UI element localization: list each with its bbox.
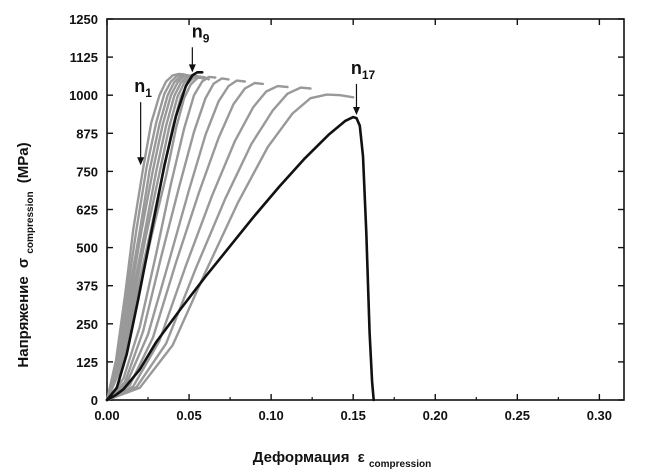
series-line-10: [105, 75, 217, 402]
series-line-9: [105, 71, 204, 402]
x-axis-title-text: Деформация: [253, 449, 350, 466]
y-axis-title-subscript: compression: [25, 191, 36, 253]
annotation-label: n9: [192, 21, 210, 45]
y-tick-label: 750: [76, 164, 98, 179]
y-axis-title-symbol: σ: [15, 258, 32, 268]
series-line-17: [105, 115, 376, 402]
annotation-label: n17: [351, 58, 376, 82]
y-tick-label: 0: [91, 393, 98, 408]
x-tick-label: 0.00: [94, 408, 119, 423]
annotations: n1 n9 n17: [134, 21, 376, 166]
y-axis-title: Напряжение σ compression (MPa): [15, 142, 37, 367]
series-line-2: [105, 73, 191, 402]
y-tick-label: 1250: [69, 12, 98, 27]
annotation-arrow-head: [352, 107, 360, 116]
x-axis-title: Деформация ε compression: [253, 449, 431, 470]
x-tick-label: 0.30: [587, 408, 612, 423]
series-line-14: [105, 84, 289, 402]
x-axis-title-symbol: ε: [358, 449, 365, 466]
x-tick-label: 0.10: [258, 408, 283, 423]
annotation-arrow-head: [188, 64, 196, 73]
series-layer: [105, 71, 376, 402]
axes: 0.00 0.05 0.10 0.15 0.20 0.25 0.30 0 125 250 375 50…: [69, 12, 625, 423]
axis-labels: Деформация ε compression Напряжение σ co…: [15, 142, 431, 470]
series-line-8: [105, 75, 211, 402]
annotation-n9: n9: [188, 21, 210, 73]
y-tick-label: 1125: [70, 50, 98, 65]
annotation-arrow-head: [137, 157, 145, 166]
y-tick-label: 500: [76, 241, 98, 256]
y-tick-label: 250: [76, 317, 98, 332]
y-tick-label: 625: [76, 203, 98, 218]
y-tick-label: 125: [76, 355, 98, 370]
series-line-15: [105, 86, 312, 402]
series-line-12: [105, 79, 247, 402]
series-line-16: [105, 93, 355, 402]
x-tick-label: 0.05: [176, 408, 201, 423]
y-tick-label: 1000: [69, 88, 98, 103]
annotation-n17: n17: [351, 58, 376, 116]
annotation-n1: n1: [134, 76, 152, 166]
series-line-11: [105, 77, 230, 402]
x-tick-label: 0.20: [423, 408, 448, 423]
x-tick-label: 0.15: [341, 408, 366, 423]
annotation-label: n1: [134, 76, 152, 100]
y-axis-title-unit: (MPa): [15, 142, 32, 183]
y-axis-title-text: Напряжение: [15, 276, 32, 367]
x-axis-title-subscript: compression: [369, 459, 431, 470]
series-line-13: [105, 81, 265, 402]
x-tick-label: 0.25: [505, 408, 530, 423]
y-tick-label: 375: [76, 279, 98, 294]
y-tick-label: 875: [76, 126, 98, 141]
